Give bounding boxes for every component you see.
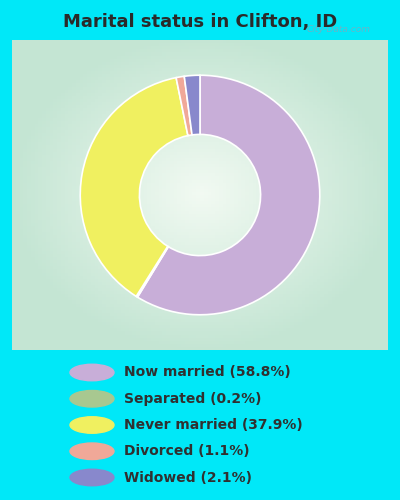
Circle shape bbox=[70, 443, 114, 460]
Text: Now married (58.8%): Now married (58.8%) bbox=[124, 366, 291, 380]
Text: Separated (0.2%): Separated (0.2%) bbox=[124, 392, 262, 406]
Text: City-Data.com: City-Data.com bbox=[306, 24, 370, 34]
Text: Marital status in Clifton, ID: Marital status in Clifton, ID bbox=[63, 12, 337, 30]
Wedge shape bbox=[184, 75, 200, 135]
Circle shape bbox=[70, 469, 114, 486]
Text: Divorced (1.1%): Divorced (1.1%) bbox=[124, 444, 250, 458]
Circle shape bbox=[70, 364, 114, 381]
Text: Never married (37.9%): Never married (37.9%) bbox=[124, 418, 303, 432]
Wedge shape bbox=[176, 76, 192, 136]
Circle shape bbox=[70, 390, 114, 407]
Wedge shape bbox=[136, 246, 168, 297]
Circle shape bbox=[70, 417, 114, 433]
Wedge shape bbox=[80, 78, 188, 296]
Wedge shape bbox=[138, 75, 320, 315]
Text: Widowed (2.1%): Widowed (2.1%) bbox=[124, 470, 252, 484]
